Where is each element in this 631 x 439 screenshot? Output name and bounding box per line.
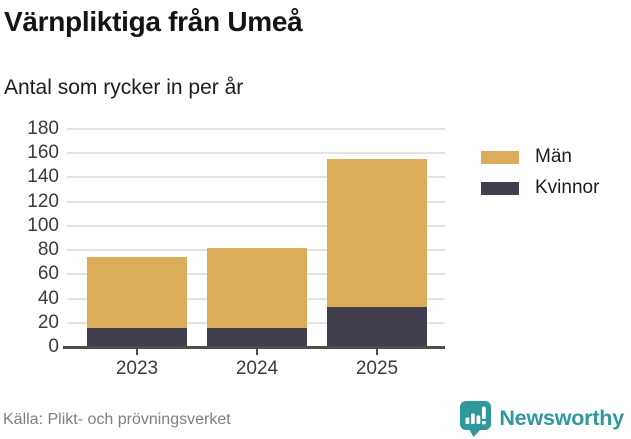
x-tick <box>256 349 258 355</box>
bar-segment-man <box>207 247 307 328</box>
legend-item: Män <box>481 146 599 168</box>
bar-segment-kvinnor <box>87 327 187 347</box>
chart-title: Värnpliktiga från Umeå <box>4 6 303 37</box>
x-tick-label: 2023 <box>115 358 159 379</box>
chart-subtitle: Antal som rycker in per år <box>4 76 244 99</box>
legend-label: Kvinnor <box>535 177 600 198</box>
legend-swatch <box>481 150 519 164</box>
x-tick <box>376 349 378 355</box>
y-tick-label: 180 <box>27 118 59 139</box>
y-gridline <box>67 224 445 227</box>
y-tick-label: 140 <box>27 166 59 188</box>
y-gridline <box>67 200 445 203</box>
y-tick-label: 40 <box>37 287 59 309</box>
y-tick-label: 0 <box>48 336 59 357</box>
y-gridline <box>67 152 445 155</box>
source-note: Källa: Plikt- och prövningsverket <box>3 411 231 428</box>
x-axis-line <box>63 346 445 349</box>
y-tick-label: 60 <box>37 263 59 285</box>
y-tick-label: 120 <box>27 190 59 212</box>
x-tick <box>136 349 138 355</box>
y-tick-label: 100 <box>27 214 59 236</box>
y-gridline <box>67 128 445 130</box>
bar-segment-kvinnor <box>207 327 307 347</box>
y-tick-label: 160 <box>27 142 59 164</box>
legend-item: Kvinnor <box>481 177 599 199</box>
x-tick-label: 2025 <box>355 358 399 379</box>
bar-segment-man <box>87 257 187 328</box>
legend-label: Män <box>535 146 572 167</box>
newsworthy-logo-icon <box>459 400 492 437</box>
y-tick-label: 80 <box>37 239 59 261</box>
x-tick-label: 2024 <box>235 358 279 379</box>
legend: Män Kvinnor <box>481 146 599 208</box>
y-tick-label: 20 <box>37 311 59 333</box>
brand-link[interactable]: Newsworthy <box>459 400 624 437</box>
y-gridline <box>67 176 445 179</box>
bar-segment-man <box>327 159 427 308</box>
legend-swatch <box>481 181 519 195</box>
brand-name: Newsworthy <box>499 406 624 430</box>
bar-segment-kvinnor <box>327 307 427 347</box>
